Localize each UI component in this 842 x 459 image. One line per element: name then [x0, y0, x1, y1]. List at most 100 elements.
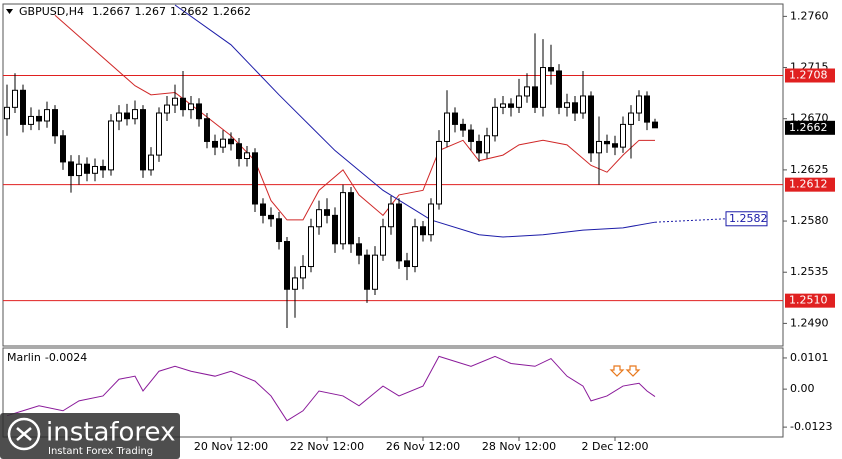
level-label: 1.2708 [789, 69, 828, 82]
candle-body [348, 192, 354, 245]
candle-body [492, 106, 498, 137]
candle-body [404, 260, 410, 268]
x-tick-label: 22 Nov 12:00 [290, 440, 364, 453]
candle-body [132, 109, 138, 120]
level-label-box [785, 68, 835, 83]
candle-body [436, 140, 442, 205]
candle-body [500, 103, 506, 108]
candle-body [532, 86, 538, 108]
arrow-icon [625, 365, 641, 377]
candle-body [124, 112, 130, 120]
candle-body [156, 112, 162, 156]
y-tick-label: 1.2625 [790, 163, 829, 176]
candle-body [252, 152, 258, 205]
projection-label-box [725, 211, 768, 227]
candle-body [204, 118, 210, 142]
oscillator-title: Marlin -0.0024 [7, 351, 87, 364]
candle-body [548, 67, 554, 72]
candle-body [636, 95, 642, 114]
candle-body [92, 165, 98, 174]
candle-body [228, 138, 234, 145]
candle-body [180, 97, 186, 111]
last-open: 1.2667 [92, 5, 131, 18]
y-tick-label: 0.00 [790, 382, 815, 395]
logo-box [0, 413, 180, 459]
candle-body [540, 67, 546, 108]
x-tick-label: 20 Nov 12:00 [194, 440, 268, 453]
candle-body [284, 241, 290, 290]
y-tick-label: 1.2580 [790, 214, 829, 227]
oscillator-name: Marlin [7, 351, 41, 364]
candle-body [412, 226, 418, 268]
candle-body [116, 112, 122, 122]
x-tick-label: 28 Nov 12:00 [482, 440, 556, 453]
candle-body [260, 203, 266, 216]
title-marker [6, 9, 13, 14]
candle-body [572, 102, 578, 114]
x-tick-label: 26 Nov 12:00 [386, 440, 460, 453]
candle-body [340, 192, 346, 245]
candle-body [396, 203, 402, 262]
candle-body [444, 112, 450, 142]
y-tick-label: -0.0123 [790, 420, 832, 433]
candle-body [36, 115, 42, 122]
candle-body [196, 103, 202, 120]
candle-body [188, 103, 194, 111]
y-tick-label: 1.2760 [790, 9, 829, 22]
candle-body [556, 70, 562, 108]
candle-body [428, 203, 434, 236]
candle-body [172, 97, 178, 106]
candle-body [580, 95, 586, 114]
candle-body [460, 123, 466, 131]
candle-body [476, 140, 482, 154]
last-high: 1.267 [134, 5, 166, 18]
candle-body [12, 89, 18, 108]
candle-body [468, 129, 474, 142]
candle-body [652, 121, 658, 129]
candle-body [52, 109, 58, 137]
candle-body [84, 163, 90, 174]
candle-body [308, 226, 314, 268]
symbol: GBPUSD,H4 [19, 5, 84, 18]
candle-body [380, 226, 386, 256]
candle-body [220, 138, 226, 148]
candle-body [108, 120, 114, 171]
last-low: 1.2662 [170, 5, 209, 18]
candle-body [100, 165, 106, 171]
candle-body [316, 209, 322, 228]
candle-body [364, 254, 370, 290]
logo-name: instaforex [46, 418, 175, 448]
candle-body [140, 109, 146, 171]
candle-body [292, 277, 298, 290]
level-label: 1.2510 [789, 294, 828, 307]
level-label-box [785, 177, 835, 192]
candle-body [68, 161, 74, 177]
candle-body [604, 140, 610, 145]
candle-body [20, 89, 26, 125]
candle-body [612, 143, 618, 148]
current-price-label: 1.2662 [789, 121, 828, 134]
candle-body [4, 106, 10, 120]
candle-body [372, 254, 378, 290]
candle-body [508, 103, 514, 108]
candle-body [324, 209, 330, 216]
candle-body [388, 203, 394, 228]
candle-body [148, 154, 154, 171]
candle-body [620, 123, 626, 148]
candle-body [628, 112, 634, 125]
y-tick-label: 1.2490 [790, 316, 829, 329]
current-price-box [785, 120, 835, 135]
moving-average [174, 4, 656, 238]
candle-body [164, 104, 170, 114]
candle-body [452, 112, 458, 125]
y-tick-label: 1.2535 [790, 265, 829, 278]
arrow-icon [609, 365, 625, 377]
candle-body [212, 140, 218, 148]
candle-body [268, 214, 274, 220]
chart-title: GBPUSD,H4 1.2667 1.267 1.2662 1.2662 [19, 5, 251, 18]
signal-arrows [609, 365, 641, 377]
candle-body [332, 214, 338, 245]
candle-body [516, 95, 522, 108]
oscillator-line [6, 355, 656, 422]
candle-body [60, 135, 66, 163]
